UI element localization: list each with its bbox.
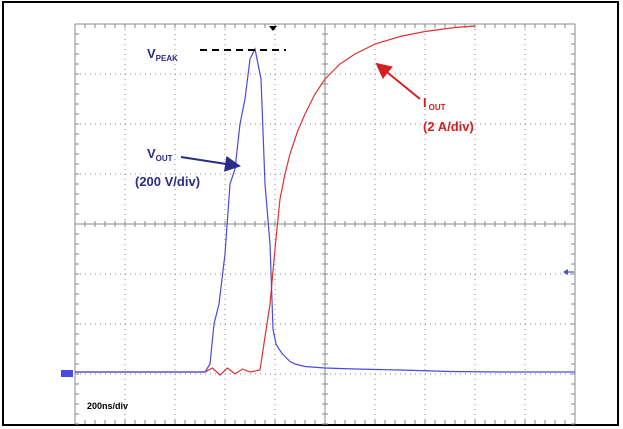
series-vout-line <box>75 47 575 373</box>
ground-marker-icon <box>61 370 73 377</box>
vpeak-label: VPEAK <box>147 46 178 63</box>
series-iout-line <box>75 25 476 376</box>
iout-scale-label: (2 A/div) <box>423 119 474 134</box>
scope-grid <box>74 23 576 425</box>
iout-label: I OUT <box>423 95 446 112</box>
trigger-marker-icon <box>269 26 277 31</box>
vout-arrow <box>180 155 241 172</box>
trigger-level-marker-icon <box>563 269 574 275</box>
iout-arrow <box>375 62 421 100</box>
vout-scale-label: (200 V/div) <box>135 174 200 189</box>
vout-label: VOUT <box>147 146 173 163</box>
timebase-label: 200ns/div <box>87 401 128 411</box>
